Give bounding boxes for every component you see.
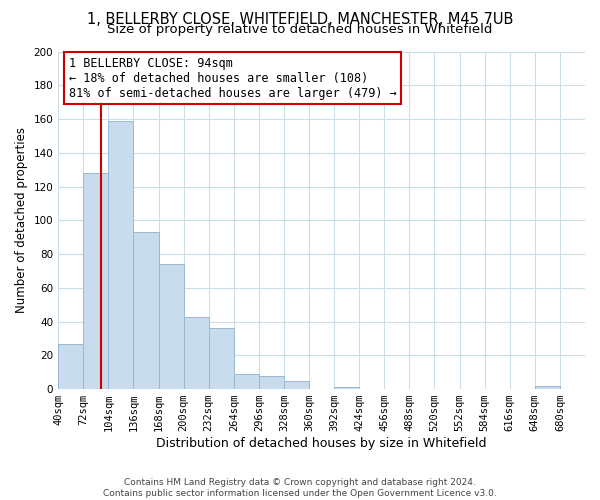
Bar <box>109 120 133 389</box>
Text: 1, BELLERBY CLOSE, WHITEFIELD, MANCHESTER, M45 7UB: 1, BELLERBY CLOSE, WHITEFIELD, MANCHESTE… <box>87 12 513 28</box>
Bar <box>284 380 309 389</box>
Text: 1 BELLERBY CLOSE: 94sqm
← 18% of detached houses are smaller (108)
81% of semi-d: 1 BELLERBY CLOSE: 94sqm ← 18% of detache… <box>69 56 397 100</box>
Bar <box>259 376 284 389</box>
Bar <box>234 374 259 389</box>
Bar <box>209 328 234 389</box>
Y-axis label: Number of detached properties: Number of detached properties <box>15 128 28 314</box>
X-axis label: Distribution of detached houses by size in Whitefield: Distribution of detached houses by size … <box>157 437 487 450</box>
Bar <box>133 232 158 389</box>
Bar <box>58 344 83 389</box>
Bar <box>158 264 184 389</box>
Bar <box>184 316 209 389</box>
Bar <box>535 386 560 389</box>
Bar <box>334 388 359 389</box>
Text: Contains HM Land Registry data © Crown copyright and database right 2024.
Contai: Contains HM Land Registry data © Crown c… <box>103 478 497 498</box>
Text: Size of property relative to detached houses in Whitefield: Size of property relative to detached ho… <box>107 22 493 36</box>
Bar <box>83 173 109 389</box>
